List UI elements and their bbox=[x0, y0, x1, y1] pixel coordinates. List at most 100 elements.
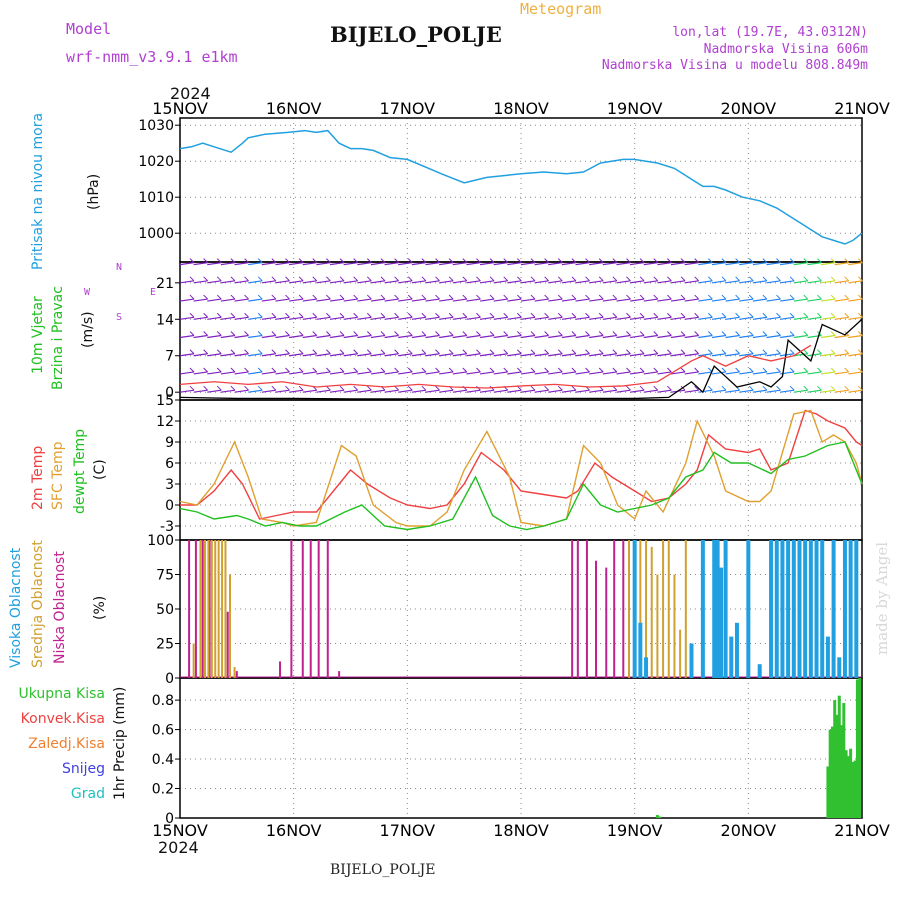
wind-barb bbox=[261, 280, 276, 284]
wind-barb bbox=[711, 334, 727, 339]
wind-barb bbox=[248, 389, 263, 393]
x-tick-label-top: 21NOV bbox=[834, 99, 890, 118]
precip-legend-total: Ukupna Kisa bbox=[18, 686, 105, 702]
wind-barb-flag bbox=[585, 294, 590, 300]
wind-barb bbox=[479, 262, 495, 266]
precip-legend-convective: Konvek.Kisa bbox=[20, 711, 105, 727]
precip-bar bbox=[849, 748, 853, 818]
wind-barb bbox=[425, 389, 440, 393]
high-cloud-bar bbox=[746, 540, 751, 678]
wind-barb-flag bbox=[776, 331, 781, 336]
precip-bar bbox=[853, 760, 857, 818]
wind-barb bbox=[670, 371, 686, 375]
wind-barb-flag bbox=[203, 367, 208, 373]
wind-barb-flag bbox=[830, 312, 836, 318]
wind-barb-flag bbox=[694, 312, 700, 318]
wind-barb-flag bbox=[339, 385, 345, 391]
wind-barb bbox=[261, 371, 276, 375]
wind-barb-flag bbox=[380, 349, 386, 355]
wind-barb-flag bbox=[653, 367, 659, 373]
wind-barb-flag bbox=[189, 294, 195, 300]
x-tick-label-bottom: 19NOV bbox=[607, 821, 663, 840]
wind-barb-flag bbox=[844, 349, 850, 355]
wind-barb bbox=[316, 334, 331, 339]
wind-barb bbox=[289, 334, 304, 339]
wind-barb-flag bbox=[503, 294, 509, 300]
high-cloud-bar bbox=[837, 657, 842, 678]
wind-barb bbox=[439, 262, 454, 266]
year-bottom: 2024 bbox=[158, 838, 199, 857]
wind-barb bbox=[548, 334, 563, 339]
wind-barb bbox=[548, 298, 563, 302]
wind-barb-flag bbox=[639, 312, 645, 318]
wind-barb-flag bbox=[680, 367, 686, 373]
wind-barb bbox=[357, 389, 372, 393]
wind-barb-flag bbox=[257, 331, 263, 336]
wind-barb bbox=[425, 298, 440, 302]
mid-cloud-bar bbox=[645, 540, 648, 678]
wind-barb-flag bbox=[762, 367, 768, 373]
wind-barb bbox=[711, 316, 727, 320]
wind-barb bbox=[466, 353, 481, 357]
wind-barb-flag bbox=[298, 258, 304, 263]
low-cloud-bar bbox=[309, 540, 312, 678]
y-tick-label: 1010 bbox=[138, 190, 174, 206]
wind-barb bbox=[561, 262, 577, 266]
wind-barb bbox=[207, 280, 222, 284]
wind-barb bbox=[780, 316, 795, 320]
wind-barb bbox=[766, 371, 781, 375]
wind-barb-flag bbox=[271, 331, 277, 336]
wind-barb bbox=[316, 298, 331, 302]
wind-barb bbox=[725, 371, 740, 375]
high-cloud-bar bbox=[848, 540, 853, 678]
wind-barb bbox=[411, 280, 426, 284]
wind-barb-flag bbox=[544, 312, 549, 318]
wind-barb-flag bbox=[680, 331, 686, 336]
wind-barb bbox=[439, 298, 454, 302]
wind-barb-flag bbox=[639, 331, 645, 336]
wind-barb bbox=[848, 280, 863, 284]
wind-barb bbox=[820, 298, 836, 302]
wind-barb-flag bbox=[312, 276, 318, 282]
wind-barb-flag bbox=[598, 258, 604, 263]
high-cloud-bar bbox=[797, 540, 802, 678]
wind-barb bbox=[711, 262, 727, 266]
y-tick-label: 0.8 bbox=[152, 693, 174, 709]
wind-barb bbox=[834, 262, 849, 266]
wind-barb bbox=[834, 316, 849, 320]
wind-barb-flag bbox=[230, 331, 236, 336]
x-tick-label-bottom: 20NOV bbox=[721, 821, 777, 840]
compass-n: N bbox=[116, 262, 123, 273]
wind-barb bbox=[425, 334, 440, 339]
wind-barb-flag bbox=[435, 312, 440, 318]
wind-barb-flag bbox=[339, 367, 345, 373]
low-cloud-bar bbox=[301, 540, 304, 678]
mid-cloud-bar bbox=[217, 540, 220, 678]
wind-barb-flag bbox=[462, 258, 468, 263]
high-cloud-bar bbox=[786, 540, 791, 678]
wind-barb bbox=[493, 316, 508, 320]
wind-barb-flag bbox=[517, 331, 522, 336]
dewpt-line bbox=[179, 441, 863, 531]
wind-barb-flag bbox=[694, 367, 700, 373]
wind-barb-flag bbox=[230, 276, 236, 282]
wind-barb-flag bbox=[203, 312, 208, 318]
wind-barb-flag bbox=[776, 312, 781, 318]
wind-barb bbox=[479, 353, 495, 357]
wind-barb-flag bbox=[667, 331, 672, 336]
wind-barb bbox=[780, 298, 795, 302]
wind-barb-flag bbox=[803, 385, 809, 391]
wind-barb-flag bbox=[489, 312, 495, 318]
wind-barb bbox=[684, 280, 699, 284]
wind-barb-flag bbox=[244, 312, 249, 318]
mid-cloud-bar bbox=[214, 540, 217, 678]
x-tick-label-top: 20NOV bbox=[721, 99, 777, 118]
wind-barb-flag bbox=[817, 312, 822, 318]
wind-barb-flag bbox=[585, 367, 590, 373]
wind-barb-flag bbox=[489, 331, 495, 336]
mid-cloud-bar bbox=[656, 574, 659, 678]
wind-barb-flag bbox=[571, 349, 577, 355]
wind-barb bbox=[411, 334, 426, 339]
wind-barb-flag bbox=[326, 385, 331, 391]
